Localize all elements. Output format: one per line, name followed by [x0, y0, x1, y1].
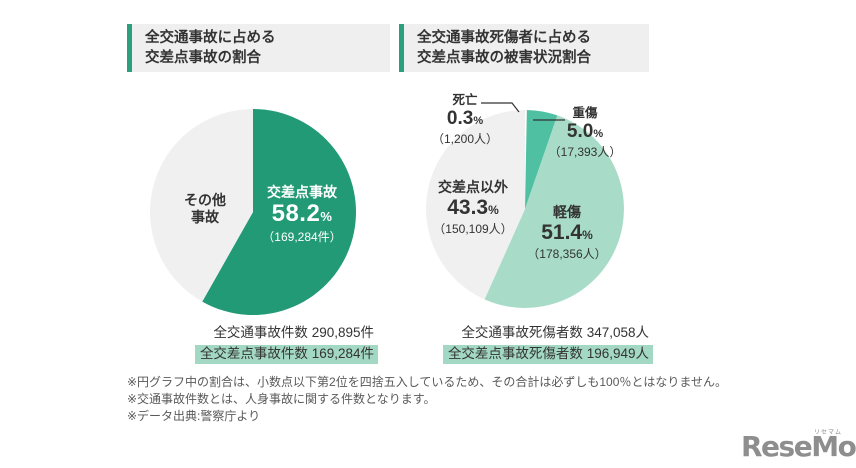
percent-sign: %: [593, 128, 604, 140]
slice-label-sonota-jiko: その他 事故: [168, 192, 242, 226]
slice-count: （1,200人）: [431, 132, 499, 146]
percent-sign: %: [320, 209, 333, 224]
right-chart-title-line2: 交差点事故の被害状況割合: [417, 50, 591, 66]
percent-sign: %: [473, 115, 484, 127]
slice-label-keisho: 軽傷 51.4% （178,356人）: [515, 204, 619, 262]
total-intersection-accidents: 全交差点事故件数 169,284件: [194, 345, 378, 364]
slice-percent: 51.4: [541, 221, 583, 244]
total-all-accidents: 全交通事故件数 290,895件: [213, 325, 374, 340]
slice-name-line1: その他: [184, 192, 226, 208]
slice-percent: 0.3: [446, 108, 474, 129]
resemom-logo-ruby: リセマム: [813, 430, 842, 436]
footnote-source: ※データ出典:警察庁より: [127, 409, 261, 423]
footnotes: ※円グラフ中の割合は、小数点以下第2位を四捨五入しているため、その合計は必ずしも…: [127, 374, 727, 425]
pie-slice: [525, 110, 558, 209]
slice-count: （150,109人）: [433, 222, 513, 236]
resemom-logo-text: ReseMom.: [741, 430, 856, 463]
pie-slice: [484, 115, 624, 308]
slice-percent: 43.3: [447, 196, 489, 219]
slice-name: 重傷: [572, 106, 598, 120]
right-chart-totals: 全交通事故死傷者数 347,058人 全交差点事故死傷者数 196,949人: [401, 324, 653, 366]
slice-percent: 5.0: [566, 121, 594, 142]
pie-slice: [150, 109, 253, 302]
percent-sign: %: [488, 203, 499, 217]
slice-name: 交差点以外: [438, 179, 508, 195]
total-intersection-casualties: 全交差点事故死傷者数 196,949人: [442, 345, 653, 364]
slice-name: 死亡: [452, 93, 478, 107]
right-chart-title: 全交通事故死傷者に占める 交差点事故の被害状況割合: [399, 24, 649, 72]
slice-label-kosaten-igai: 交差点以外 43.3% （150,109人）: [421, 179, 525, 237]
slice-label-shibo: 死亡 0.3% （1,200人）: [424, 93, 506, 147]
pie-slice: [525, 110, 527, 209]
slice-count: （169,284件）: [262, 230, 342, 244]
slice-percent: 58.2: [271, 200, 321, 227]
slice-name: 軽傷: [553, 204, 581, 220]
percent-sign: %: [582, 228, 593, 242]
left-chart-title-line2: 交差点事故の割合: [145, 50, 261, 66]
slice-label-kosaten-jiko: 交差点事故 58.2% （169,284件）: [246, 184, 358, 245]
pie-chart-intersection-accidents: [150, 109, 356, 315]
left-chart-totals: 全交通事故件数 290,895件 全交差点事故件数 169,284件: [126, 324, 378, 366]
slice-name-line2: 事故: [191, 209, 219, 225]
left-chart-title: 全交通事故に占める 交差点事故の割合: [127, 24, 390, 72]
left-chart-title-line1: 全交通事故に占める: [145, 30, 276, 46]
slice-name: 交差点事故: [267, 184, 337, 200]
slice-count: （17,393人）: [548, 145, 622, 159]
pie-chart-casualty-breakdown: [426, 110, 624, 308]
resemom-logo: リセマム ReseMom.: [741, 430, 856, 463]
pie-slice: [202, 109, 356, 315]
right-chart-title-line1: 全交通事故死傷者に占める: [417, 30, 591, 46]
slice-count: （178,356人）: [527, 247, 607, 261]
pie-slice: [426, 110, 525, 300]
slice-label-jusho: 重傷 5.0% （17,393人）: [543, 106, 627, 160]
total-all-casualties: 全交通事故死傷者数 347,058人: [461, 325, 649, 340]
footnote-definition: ※交通事故件数とは、人身事故に関する件数となります。: [127, 392, 436, 406]
footnote-rounding: ※円グラフ中の割合は、小数点以下第2位を四捨五入しているため、その合計は必ずしも…: [127, 375, 728, 389]
